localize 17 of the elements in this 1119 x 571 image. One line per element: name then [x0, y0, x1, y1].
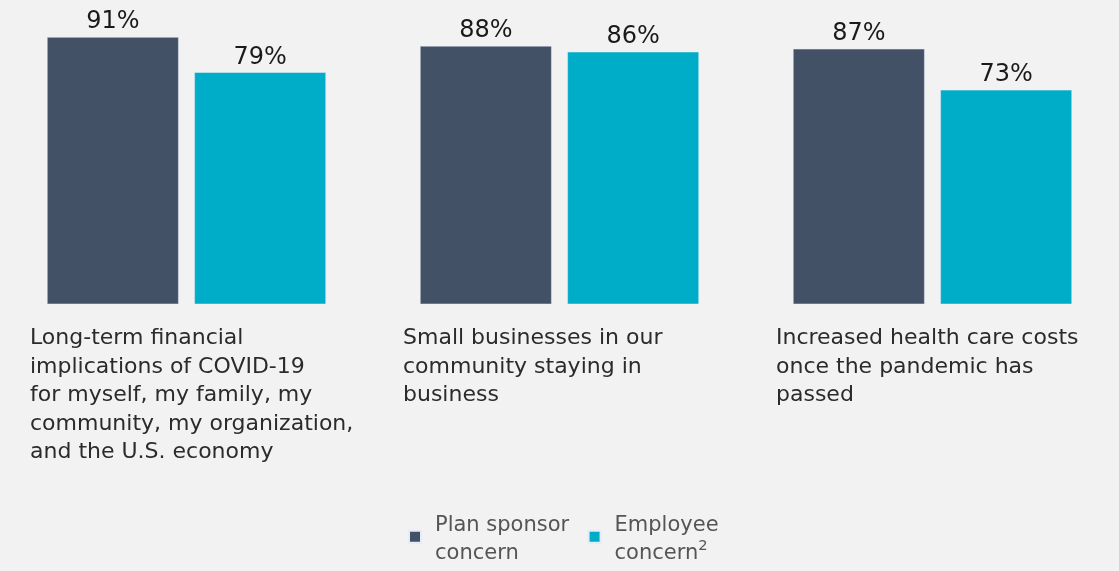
- x-tick-label: Small businesses in our community staying in business: [403, 324, 664, 407]
- bar: [793, 48, 925, 304]
- bar: [420, 45, 552, 304]
- data-label: 87%: [832, 18, 886, 47]
- data-label: 79%: [233, 41, 287, 70]
- x-tick-label: Increased health care costs once the pandemic has passed: [776, 324, 1079, 407]
- data-label: 73%: [979, 59, 1033, 88]
- bar: [47, 37, 179, 304]
- bar: [567, 51, 699, 304]
- x-tick-label: Long-term financial implications of COVID-19 for myself, my family, my community, my organization, and the U.S. economy: [30, 324, 354, 464]
- data-label: 88%: [459, 15, 513, 44]
- bar: [940, 89, 1072, 304]
- legend-label: Employee concern$^{2}$: [614, 512, 719, 564]
- data-label: 86%: [606, 21, 660, 50]
- legend-label: Plan sponsor concern: [435, 512, 570, 564]
- data-label: 91%: [86, 6, 140, 35]
- bar: [194, 72, 326, 304]
